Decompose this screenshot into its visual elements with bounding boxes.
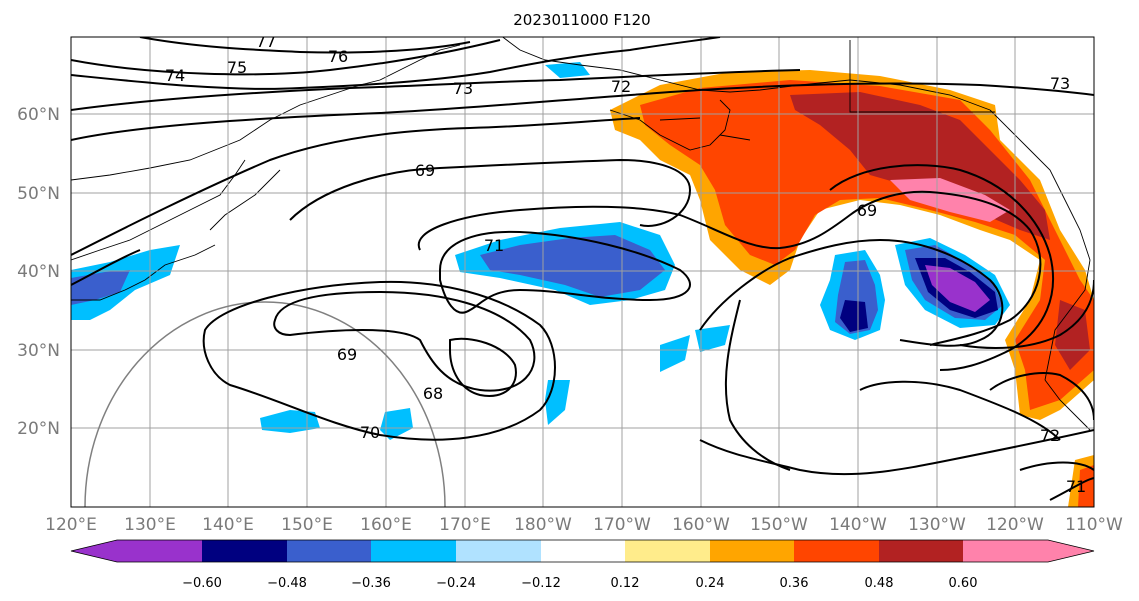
lon-tick-label: 120°E [45,515,97,535]
lat-tick-label: 50°N [17,184,60,204]
colorbar: −0.60 −0.48 −0.36 −0.24 −0.12 0.12 0.24 … [70,539,1095,591]
colorbar-tick-label: 0.48 [865,576,894,591]
lon-tick-label: 150°E [281,515,333,535]
contour-label: 75 [227,58,247,77]
lon-tick-label: 160°E [360,515,412,535]
lon-tick-label: 170°W [593,515,651,535]
contour-label: 71 [484,236,504,255]
contour-label: 72 [1040,426,1060,445]
figure-title: 2023011000 F120 [513,11,650,29]
colorbar-tick-label: −0.12 [521,576,561,591]
lon-tick-label: 140°E [202,515,254,535]
colorbar-segment [879,540,963,562]
colorbar-outline [70,539,1095,563]
lon-tick-label: 120°W [986,515,1044,535]
lon-tick-label: 140°W [829,515,887,535]
contour-label: 69 [415,161,435,180]
colorbar-segment [371,540,456,562]
contour-label-group: 77 76 75 74 73 72 73 69 71 69 69 68 70 7… [165,32,1086,496]
lon-tick-label: 110°W [1065,515,1123,535]
contour-label: 74 [165,66,185,85]
map-panel: 77 76 75 74 73 72 73 69 71 69 69 68 70 7… [71,32,1094,507]
lon-tick-label: 170°E [439,515,491,535]
colorbar-ticks: −0.60 −0.48 −0.36 −0.24 −0.12 0.12 0.24 … [182,576,977,591]
colorbar-segment [963,540,1094,562]
contour-label: 70 [360,423,380,442]
contour-label: 69 [857,201,877,220]
latitude-axis: 60°N 50°N 40°N 30°N 20°N [17,105,60,439]
lon-tick-label: 160°W [672,515,730,535]
negative-anomaly-region-central [455,222,675,305]
lat-tick-label: 30°N [17,341,60,361]
contour-label: 73 [1050,74,1070,93]
lon-tick-label: 150°W [750,515,808,535]
contour-label: 73 [453,79,473,98]
height-contours [71,37,1094,501]
colorbar-segment [541,540,625,562]
lat-tick-label: 60°N [17,105,60,125]
colorbar-segment [456,540,541,562]
lon-tick-label: 130°E [124,515,176,535]
colorbar-segment [794,540,879,562]
colorbar-segment [287,540,371,562]
negative-anomaly-region-west [71,62,730,440]
lon-tick-label: 130°W [908,515,966,535]
range-circle [84,301,446,507]
contour-label: 76 [328,47,348,66]
colorbar-tick-label: 0.12 [611,576,640,591]
colorbar-tick-label: −0.36 [351,576,391,591]
contour-label: 69 [337,345,357,364]
contour-label: 72 [611,77,631,96]
contour-label: 71 [1066,477,1086,496]
lat-tick-label: 20°N [17,419,60,439]
contour-label: 68 [423,384,443,403]
colorbar-segment [710,540,794,562]
colorbar-tick-label: −0.48 [267,576,307,591]
colorbar-segment [71,540,202,562]
lon-tick-label: 180°W [514,515,572,535]
colorbar-segment [625,540,710,562]
colorbar-tick-label: −0.24 [436,576,476,591]
contour-label: 77 [256,32,276,51]
lat-tick-label: 40°N [17,262,60,282]
colorbar-tick-label: −0.60 [182,576,222,591]
lat-lon-grid [71,37,1094,507]
colorbar-tick-label: 0.60 [949,576,978,591]
colorbar-tick-label: 0.24 [696,576,725,591]
longitude-axis: 120°E 130°E 140°E 150°E 160°E 170°E 180°… [45,515,1123,535]
negative-anomaly-region-east [820,238,1010,340]
colorbar-segment [202,540,287,562]
map-frame [70,36,1095,508]
colorbar-tick-label: 0.36 [780,576,809,591]
